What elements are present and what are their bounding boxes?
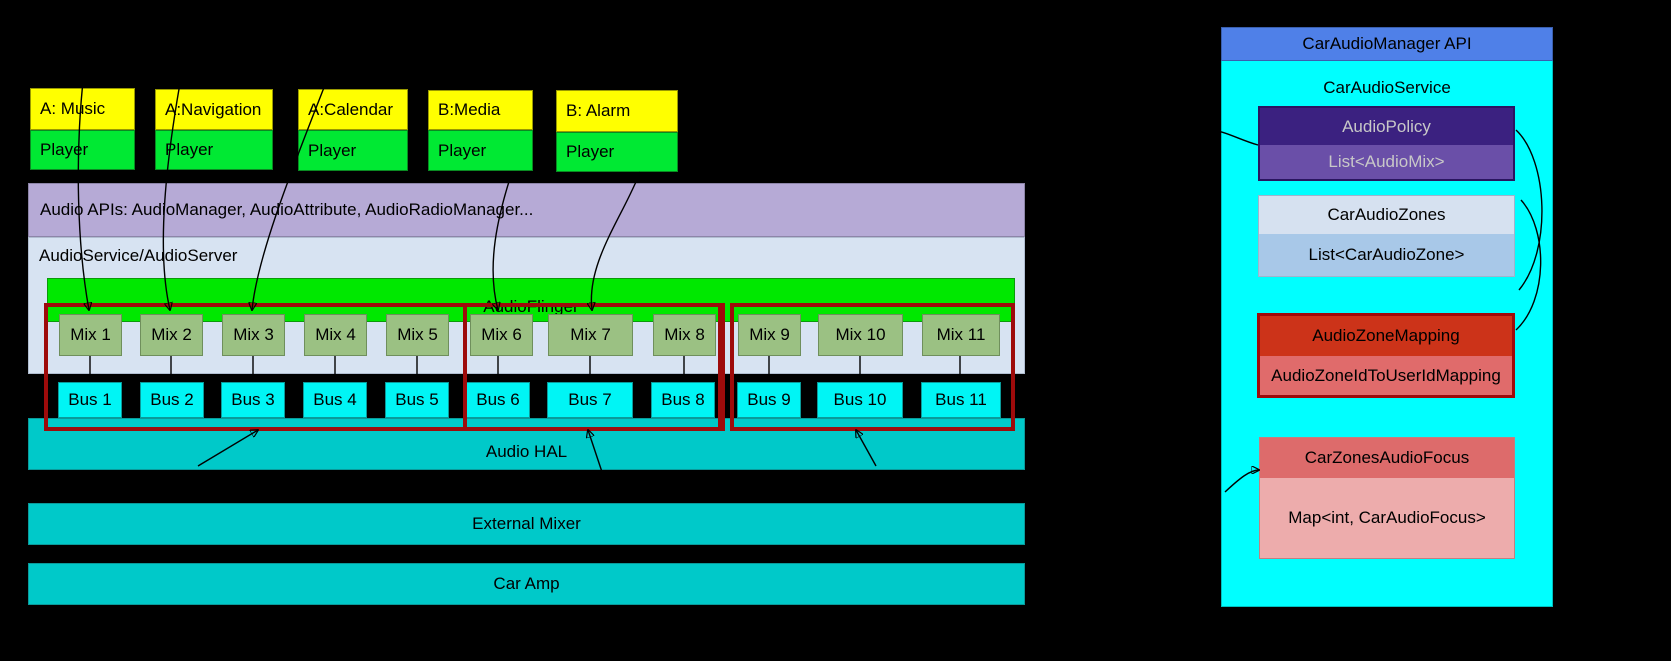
car-zones-audio-focus-group: CarZonesAudioFocus Map<int, CarAudioFocu… xyxy=(1259,437,1515,559)
audio-zone-mapping-box: AudioZoneMapping xyxy=(1260,316,1512,356)
app-card-player-3: Player xyxy=(428,130,533,171)
app-card-title-3: B:Media xyxy=(428,90,533,130)
bus-box-7: Bus 7 xyxy=(547,382,633,418)
external-mixer-band: External Mixer xyxy=(28,503,1025,545)
bus-box-9: Bus 9 xyxy=(737,382,801,418)
app-card-player-2: Player xyxy=(298,130,408,171)
bus-box-5: Bus 5 xyxy=(385,382,449,418)
app-card-player-0: Player xyxy=(30,130,135,170)
car-audio-manager-api-header: CarAudioManager API xyxy=(1221,27,1553,61)
app-card-title-4: B: Alarm xyxy=(556,90,678,132)
mix-box-5: Mix 5 xyxy=(386,314,449,356)
focus-map-box: Map<int, CarAudioFocus> xyxy=(1260,478,1514,558)
bus-box-1: Bus 1 xyxy=(58,382,122,418)
mix-box-3: Mix 3 xyxy=(222,314,285,356)
mix-box-10: Mix 10 xyxy=(818,314,903,356)
audio-policy-group: AudioPolicy List<AudioMix> xyxy=(1258,106,1515,181)
mix-box-7: Mix 7 xyxy=(548,314,633,356)
audio-policy-box: AudioPolicy xyxy=(1260,108,1513,145)
bus-box-4: Bus 4 xyxy=(303,382,367,418)
mix-box-2: Mix 2 xyxy=(140,314,203,356)
car-audio-zones-group: CarAudioZones List<CarAudioZone> xyxy=(1258,195,1515,277)
app-card-player-4: Player xyxy=(556,132,678,172)
audio-apis-band: Audio APIs: AudioManager, AudioAttribute… xyxy=(28,183,1025,237)
bus-box-3: Bus 3 xyxy=(221,382,285,418)
audio-mix-list-box: List<AudioMix> xyxy=(1260,145,1513,179)
car-audio-zones-box: CarAudioZones xyxy=(1259,196,1514,234)
mix-box-4: Mix 4 xyxy=(304,314,367,356)
mix-box-1: Mix 1 xyxy=(59,314,122,356)
app-card-title-0: A: Music xyxy=(30,88,135,130)
bus-box-8: Bus 8 xyxy=(651,382,715,418)
bus-box-11: Bus 11 xyxy=(921,382,1001,418)
car-zones-audio-focus-box: CarZonesAudioFocus xyxy=(1260,438,1514,478)
app-card-player-1: Player xyxy=(155,130,273,170)
mix-box-9: Mix 9 xyxy=(738,314,801,356)
audio-zone-2-outline xyxy=(463,303,725,431)
mix-box-8: Mix 8 xyxy=(653,314,716,356)
app-card-title-1: A:Navigation xyxy=(155,89,273,130)
bus-box-6: Bus 6 xyxy=(466,382,530,418)
audio-hal-label: Audio HAL xyxy=(485,442,568,461)
audio-zone-1-outline xyxy=(44,303,722,431)
bus-box-2: Bus 2 xyxy=(140,382,204,418)
audio-service-label: AudioService/AudioServer xyxy=(39,246,238,265)
audio-zone-mapping-group: AudioZoneMapping AudioZoneIdToUserIdMapp… xyxy=(1257,313,1515,398)
car-audio-zone-list-box: List<CarAudioZone> xyxy=(1259,234,1514,276)
mix-box-11: Mix 11 xyxy=(922,314,1000,356)
zone-user-mapping-box: AudioZoneIdToUserIdMapping xyxy=(1260,356,1512,395)
mix-box-6: Mix 6 xyxy=(470,314,533,356)
audio-zone-3-outline xyxy=(730,303,1015,431)
car-audio-service-label: CarAudioService xyxy=(1323,78,1451,97)
app-card-title-2: A:Calendar xyxy=(298,89,408,130)
bus-box-10: Bus 10 xyxy=(817,382,903,418)
car-amp-band: Car Amp xyxy=(28,563,1025,605)
